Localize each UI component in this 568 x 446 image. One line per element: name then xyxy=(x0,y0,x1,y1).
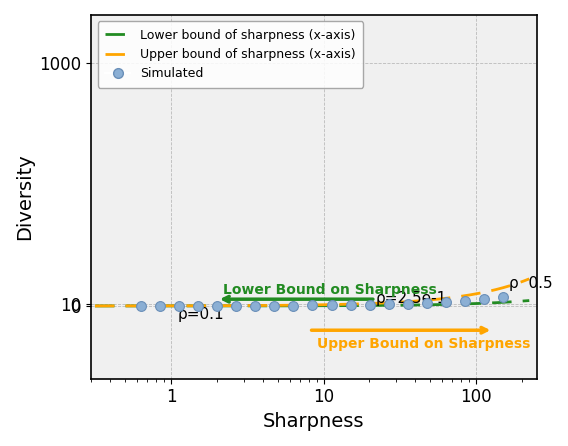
Text: Lower Bound on Sharpness: Lower Bound on Sharpness xyxy=(223,283,437,297)
Text: Upper Bound on Sharpness: Upper Bound on Sharpness xyxy=(316,338,530,351)
Point xyxy=(327,302,336,309)
Point xyxy=(250,302,260,310)
Legend: Lower bound of sharpness (x-axis), Upper bound of sharpness (x-axis), Simulated: Lower bound of sharpness (x-axis), Upper… xyxy=(98,21,364,88)
Point xyxy=(232,302,241,310)
Text: ρ=2.5e-1: ρ=2.5e-1 xyxy=(375,291,447,306)
Point xyxy=(461,297,470,304)
Text: ρ=0.1: ρ=0.1 xyxy=(177,307,224,322)
X-axis label: Sharpness: Sharpness xyxy=(263,412,365,431)
Point xyxy=(499,293,508,300)
Point xyxy=(441,298,450,306)
Point xyxy=(174,302,183,310)
Point xyxy=(385,301,394,308)
Point xyxy=(212,302,222,310)
Point xyxy=(346,301,355,309)
Point xyxy=(136,302,145,310)
Point xyxy=(193,302,202,310)
Y-axis label: Diversity: Diversity xyxy=(15,153,34,240)
Point xyxy=(423,300,432,307)
Point xyxy=(365,301,374,308)
Point xyxy=(308,302,317,309)
Point xyxy=(403,300,412,307)
Point xyxy=(155,302,164,310)
Text: ρ  0.5: ρ 0.5 xyxy=(509,277,553,291)
Point xyxy=(270,302,279,309)
Point xyxy=(480,296,489,303)
Point xyxy=(289,302,298,309)
